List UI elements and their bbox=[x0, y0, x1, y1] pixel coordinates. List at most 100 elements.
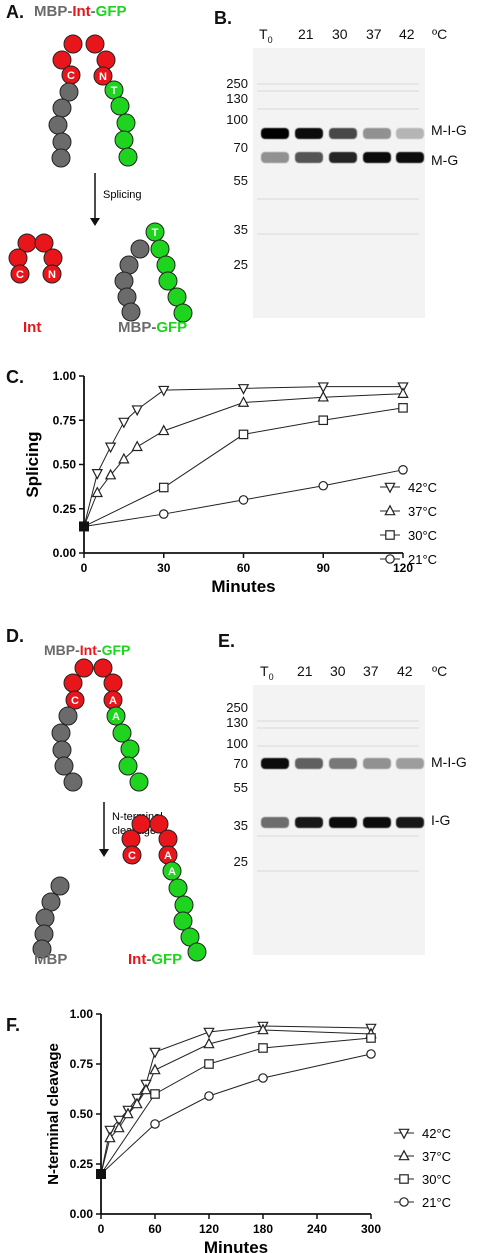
x-tick-label: 240 bbox=[307, 1222, 327, 1236]
band-lower bbox=[261, 817, 289, 828]
mw-marker: 250 bbox=[226, 700, 248, 715]
data-point bbox=[317, 382, 329, 394]
mbp-bead bbox=[119, 255, 139, 275]
construct-title-a: MBP-Int-GFP bbox=[34, 3, 127, 20]
t-label: T bbox=[152, 227, 159, 239]
data-point bbox=[131, 405, 143, 417]
int-bead bbox=[158, 829, 178, 849]
gfp-bead bbox=[120, 739, 140, 759]
int-bead bbox=[96, 50, 116, 70]
data-point bbox=[91, 469, 103, 480]
gfp-bead bbox=[114, 130, 134, 150]
faint-band bbox=[257, 90, 419, 92]
series-line bbox=[100, 1025, 372, 1175]
x-axis-label: Minutes bbox=[204, 1238, 268, 1253]
mbp-bead bbox=[51, 723, 71, 743]
mbp-bead bbox=[48, 115, 68, 135]
data-point bbox=[158, 385, 170, 397]
dash-text: - bbox=[90, 3, 96, 20]
int-bead bbox=[63, 34, 83, 54]
panel-letter-e: E. bbox=[218, 631, 236, 651]
mw-marker: 100 bbox=[226, 736, 248, 751]
lane-label: 42 bbox=[399, 26, 415, 42]
legend-marker bbox=[399, 1197, 409, 1207]
y-tick-label: 0.75 bbox=[53, 413, 77, 427]
cleavage-chart: 0.00 0.25 0.50 0.75 1.00 0 60 120 180 240 300 Minut… bbox=[45, 1007, 451, 1253]
band-upper bbox=[261, 758, 289, 769]
splicing-schematic: C N T Splicing C N T bbox=[8, 34, 193, 323]
gfp-bead bbox=[173, 303, 193, 323]
faint-band bbox=[257, 198, 419, 200]
mbp-product-label: MBP bbox=[34, 951, 68, 968]
x-tick-label: 120 bbox=[199, 1222, 219, 1236]
mbp-bead bbox=[50, 876, 70, 896]
band-upper bbox=[329, 128, 357, 139]
gfp-bead bbox=[118, 147, 138, 167]
gfp-bead bbox=[116, 113, 136, 133]
t-subscript: 0 bbox=[267, 34, 273, 45]
legend-label: 42°C bbox=[422, 1126, 451, 1141]
data-point bbox=[158, 424, 170, 436]
mbp-bead bbox=[63, 772, 83, 792]
data-point bbox=[104, 1131, 116, 1143]
data-point bbox=[238, 495, 249, 505]
n-label: N bbox=[99, 71, 107, 83]
y-tick-label: 0.75 bbox=[70, 1057, 94, 1071]
data-point bbox=[113, 1121, 125, 1133]
data-point bbox=[318, 480, 329, 491]
splicing-label: Splicing bbox=[103, 189, 142, 201]
start-point-marker bbox=[96, 1169, 106, 1179]
panel-letter-c: C. bbox=[6, 367, 24, 387]
gfp-bead bbox=[150, 239, 170, 259]
mw-marker: 55 bbox=[233, 173, 248, 188]
x-tick-label: 90 bbox=[317, 561, 331, 575]
gfp-bead bbox=[187, 942, 207, 962]
western-blot-e bbox=[253, 685, 425, 955]
c-label: C bbox=[71, 695, 79, 707]
lane-label: 37 bbox=[363, 663, 379, 679]
mw-marker: 35 bbox=[233, 222, 248, 237]
data-point bbox=[237, 396, 250, 407]
gfp-text: GFP bbox=[95, 3, 127, 20]
y-axis-label: N-terminal cleavage bbox=[45, 1043, 62, 1185]
data-point bbox=[238, 429, 249, 440]
c-label: C bbox=[67, 70, 75, 82]
lane-labels-e: T0 21 30 37 42 bbox=[257, 663, 423, 682]
data-point bbox=[203, 1027, 215, 1039]
gfp-bead bbox=[168, 878, 188, 898]
series-line bbox=[100, 1037, 372, 1175]
mbp-bead bbox=[52, 132, 72, 152]
faint-band bbox=[257, 720, 419, 722]
band-upper bbox=[396, 758, 424, 769]
legend-marker bbox=[385, 530, 395, 540]
band-lower bbox=[295, 152, 323, 163]
data-point bbox=[204, 1059, 214, 1069]
data-point bbox=[118, 452, 130, 464]
int-bead bbox=[149, 814, 169, 834]
mbp-bead bbox=[35, 908, 55, 928]
data-point bbox=[113, 1115, 125, 1127]
int-bead bbox=[85, 34, 105, 54]
c-label: C bbox=[16, 269, 24, 281]
unit-label-e: ºC bbox=[432, 663, 448, 679]
mbp-bead bbox=[59, 82, 79, 102]
int-bead bbox=[52, 50, 72, 70]
mw-marker: 35 bbox=[233, 818, 248, 833]
y-tick-label: 0.25 bbox=[70, 1157, 94, 1171]
data-point bbox=[204, 1091, 214, 1101]
mw-marker: 55 bbox=[233, 780, 248, 795]
gfp-bead bbox=[118, 756, 138, 776]
int-text: Int bbox=[79, 642, 97, 658]
mw-marker: 25 bbox=[233, 854, 248, 869]
int-text: Int bbox=[128, 951, 147, 968]
band-upper bbox=[363, 758, 391, 769]
data-point bbox=[158, 482, 169, 493]
data-point bbox=[366, 1049, 376, 1059]
legend-label: 21°C bbox=[408, 552, 437, 567]
band-lower bbox=[261, 152, 289, 163]
gfp-bead bbox=[156, 255, 176, 275]
faint-band bbox=[257, 108, 419, 110]
lane-label: 21 bbox=[297, 663, 313, 679]
gfp-bead bbox=[112, 723, 132, 743]
band-lower bbox=[396, 817, 424, 828]
